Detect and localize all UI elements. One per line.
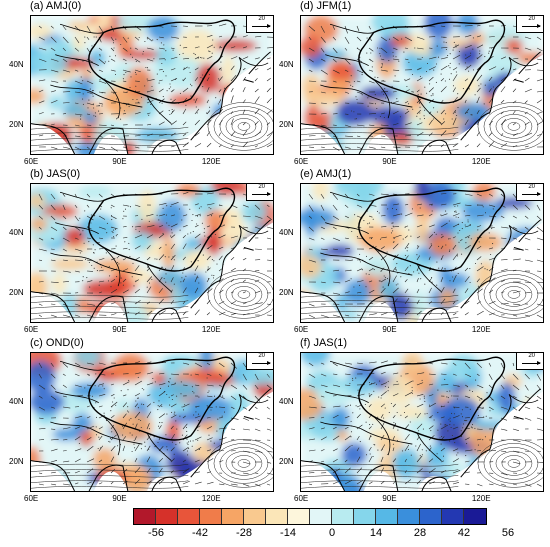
- longitude-label: 90E: [112, 157, 127, 166]
- latitude-label: 20N: [9, 457, 24, 467]
- colorbar-tick-label: -28: [236, 527, 252, 539]
- colorbar-swatch: [376, 509, 398, 524]
- latitude-label: 20N: [279, 120, 294, 130]
- reference-vector-box: 20: [516, 16, 543, 33]
- anomaly-map: [301, 184, 543, 322]
- longitude-label: 90E: [112, 325, 127, 334]
- latitude-label: 20N: [9, 288, 24, 298]
- reference-vector-arrow-icon: [252, 361, 271, 365]
- anomaly-map: [31, 353, 273, 491]
- anomaly-map: [301, 353, 543, 491]
- longitude-label: 60E: [294, 157, 309, 166]
- colorbar-swatch: [200, 509, 222, 524]
- colorbar-tick-label: 56: [501, 527, 515, 539]
- reference-vector-box: 20: [246, 353, 273, 370]
- reference-vector-arrow-icon: [522, 361, 541, 365]
- colorbar: [133, 508, 487, 525]
- panel-title: (d) JFM(1): [300, 0, 352, 12]
- longitude-label: 90E: [112, 494, 127, 503]
- colorbar-tick-label: 42: [457, 527, 471, 539]
- colorbar-swatch: [310, 509, 332, 524]
- reference-vector-box: 20: [246, 16, 273, 33]
- latitude-label: 40N: [9, 396, 24, 406]
- latitude-label: 20N: [279, 457, 294, 467]
- latitude-label: 40N: [279, 59, 294, 69]
- colorbar-tick-label: 28: [413, 527, 427, 539]
- colorbar-swatch: [288, 509, 310, 524]
- colorbar-tick-label: 0: [328, 527, 336, 539]
- reference-vector-arrow-icon: [252, 24, 271, 28]
- map-frame: 20: [300, 352, 544, 492]
- longitude-label: 120E: [471, 157, 491, 166]
- longitude-label: 120E: [471, 494, 491, 503]
- reference-vector-label: 20: [528, 353, 535, 359]
- longitude-label: 120E: [471, 325, 491, 334]
- colorbar-swatch: [134, 509, 156, 524]
- anomaly-map: [301, 16, 543, 154]
- colorbar-swatch: [398, 509, 420, 524]
- reference-vector-label: 20: [258, 184, 265, 190]
- colorbar-swatch: [222, 509, 244, 524]
- colorbar-swatch: [266, 509, 288, 524]
- colorbar-tick-label: -14: [280, 527, 296, 539]
- longitude-label: 60E: [24, 325, 39, 334]
- colorbar-swatch: [442, 509, 464, 524]
- longitude-label: 60E: [294, 494, 309, 503]
- colorbar-swatch: [178, 509, 200, 524]
- latitude-label: 20N: [9, 120, 24, 130]
- longitude-label: 60E: [24, 157, 39, 166]
- reference-vector-label: 20: [258, 353, 265, 359]
- longitude-label: 90E: [382, 157, 397, 166]
- reference-vector-box: 20: [516, 184, 543, 201]
- longitude-label: 60E: [24, 494, 39, 503]
- anomaly-map: [31, 184, 273, 322]
- colorbar-swatch: [244, 509, 266, 524]
- reference-vector-box: 20: [516, 353, 543, 370]
- reference-vector-arrow-icon: [522, 192, 541, 196]
- panel-title: (e) AMJ(1): [300, 168, 352, 180]
- colorbar-swatch: [332, 509, 354, 524]
- longitude-label: 120E: [201, 325, 221, 334]
- reference-vector-label: 20: [528, 184, 535, 190]
- latitude-label: 40N: [9, 59, 24, 69]
- latitude-label: 40N: [279, 396, 294, 406]
- colorbar-swatch: [464, 509, 486, 524]
- latitude-label: 20N: [279, 288, 294, 298]
- colorbar-tick-label: -42: [192, 527, 208, 539]
- latitude-label: 40N: [279, 227, 294, 237]
- longitude-label: 90E: [382, 325, 397, 334]
- reference-vector-arrow-icon: [522, 24, 541, 28]
- reference-vector-label: 20: [258, 16, 265, 22]
- map-frame: 20: [30, 352, 274, 492]
- map-frame: 20: [30, 183, 274, 323]
- colorbar-tick-label: -56: [148, 527, 164, 539]
- longitude-label: 60E: [294, 325, 309, 334]
- latitude-label: 40N: [9, 227, 24, 237]
- reference-vector-arrow-icon: [252, 192, 271, 196]
- panel-title: (b) JAS(0): [30, 168, 81, 180]
- anomaly-map: [31, 16, 273, 154]
- colorbar-tick-label: 14: [369, 527, 383, 539]
- colorbar-swatch: [156, 509, 178, 524]
- panel-title: (c) OND(0): [30, 337, 84, 349]
- map-frame: 20: [300, 183, 544, 323]
- map-frame: 20: [30, 15, 274, 155]
- longitude-label: 120E: [201, 157, 221, 166]
- longitude-label: 90E: [382, 494, 397, 503]
- reference-vector-label: 20: [528, 16, 535, 22]
- panel-title: (a) AMJ(0): [30, 0, 82, 12]
- reference-vector-box: 20: [246, 184, 273, 201]
- panel-title: (f) JAS(1): [300, 337, 348, 349]
- longitude-label: 120E: [201, 494, 221, 503]
- map-frame: 20: [300, 15, 544, 155]
- colorbar-swatch: [420, 509, 442, 524]
- colorbar-swatch: [354, 509, 376, 524]
